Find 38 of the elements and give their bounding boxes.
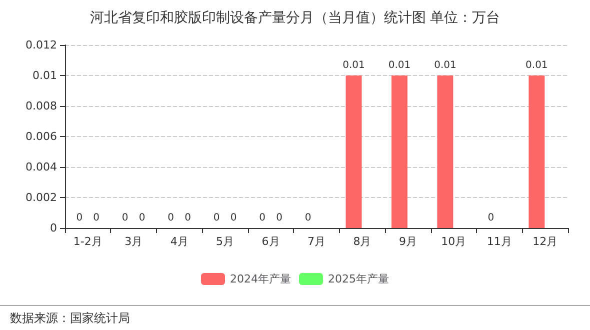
data-label: 0.01 <box>342 60 365 71</box>
y-tick-label: 0.002 <box>26 191 57 204</box>
x-tick-label: 1-2月 <box>73 235 102 248</box>
x-tick-label: 8月 <box>353 235 372 248</box>
x-tick-label: 3月 <box>124 235 143 248</box>
y-tick-label: 0.012 <box>26 38 57 52</box>
y-tick-label: 0.004 <box>26 160 57 174</box>
data-label: 0 <box>304 212 312 224</box>
x-tick-label: 11月 <box>486 235 512 248</box>
x-tick-label: 6月 <box>262 235 280 248</box>
y-tick-label: 0 <box>50 222 57 234</box>
data-label: 0 <box>168 212 174 224</box>
data-label: 0 <box>213 212 220 224</box>
data-label: 0 <box>93 212 100 224</box>
legend-label: 2024年产量 <box>230 272 292 286</box>
y-tick-label: 0.006 <box>26 130 57 143</box>
data-label: 0.01 <box>434 60 456 71</box>
x-tick-label: 4月 <box>170 235 188 248</box>
data-label: 0 <box>276 212 282 224</box>
x-tick-label: 9月 <box>398 235 417 248</box>
data-label: 0 <box>230 212 237 224</box>
x-tick-label: 10月 <box>441 235 466 248</box>
data-label: 0 <box>259 212 266 224</box>
y-tick-label: 0.01 <box>32 69 57 82</box>
legend-label: 2025年产量 <box>328 272 389 286</box>
source-note: 数据来源：国家统计局 <box>10 311 130 325</box>
data-label: 0 <box>122 212 128 224</box>
data-label: 0 <box>488 212 494 224</box>
data-label: 0 <box>138 212 146 224</box>
data-label: 0 <box>184 212 191 224</box>
x-tick-label: 12月 <box>532 235 558 248</box>
x-tick-label: 5月 <box>216 235 234 248</box>
data-label: 0.01 <box>526 60 548 71</box>
data-label: 0.01 <box>388 60 411 71</box>
y-tick-label: 0.008 <box>26 100 57 112</box>
chart-title: 河北省复印和胶版印制设备产量分月（当月值）统计图 单位：万台 <box>90 10 500 26</box>
x-tick-label: 7月 <box>308 235 326 248</box>
data-label: 0 <box>76 212 83 224</box>
